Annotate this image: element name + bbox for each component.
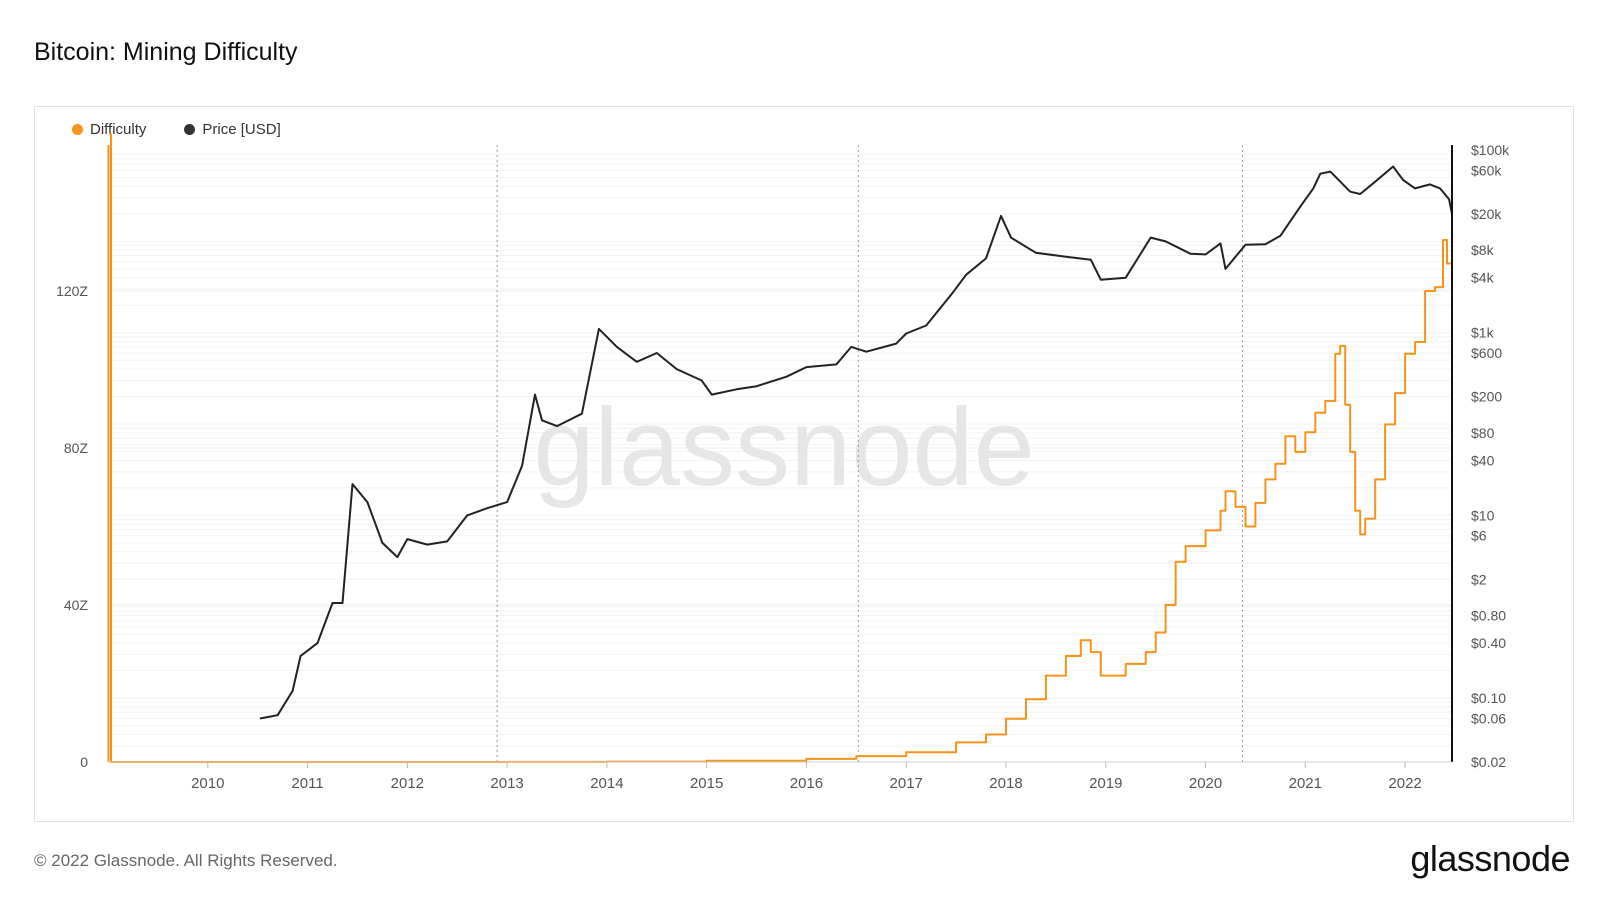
y-right-tick-label: $40 [1471, 452, 1495, 468]
y-right-tick-label: $0.06 [1471, 710, 1506, 726]
chart-legend: Difficulty Price [USD] [72, 121, 281, 138]
x-tick-label: 2020 [1189, 775, 1222, 792]
legend-item-difficulty[interactable]: Difficulty [72, 121, 146, 138]
watermark: glassnode [533, 386, 1035, 509]
page-title: Bitcoin: Mining Difficulty [34, 38, 298, 66]
chart-card [34, 106, 1574, 822]
y-left-tick-label: 120Z [56, 283, 88, 299]
series-lines [109, 133, 1453, 763]
y-left-tick-label: 80Z [64, 440, 89, 456]
y-right-tick-label: $6 [1471, 528, 1487, 544]
x-tick-label: 2011 [291, 775, 323, 792]
x-tick-label: 2014 [590, 775, 623, 792]
y-right-tick-label: $100k [1471, 142, 1510, 158]
y-right-tick-label: $8k [1471, 242, 1495, 258]
legend-difficulty-label: Difficulty [90, 121, 147, 138]
x-tick-label: 2021 [1289, 775, 1322, 792]
y-right-tick-label: $200 [1471, 389, 1502, 405]
chart-axes: 2010 2011 2012 2013 2014 2015 2016 2017 2018 2019… [56, 142, 1510, 792]
y-right-tick-label: $2 [1471, 571, 1487, 587]
y-right-tick-label: $600 [1471, 345, 1502, 361]
y-right-tick-label: $4k [1471, 270, 1495, 286]
y-left-tick-label: 40Z [64, 597, 89, 613]
x-tick-label: 2022 [1388, 775, 1421, 792]
y-right-tick-label: $80 [1471, 425, 1495, 441]
legend-item-price[interactable]: Price [USD] [184, 121, 281, 138]
series-difficulty-line [109, 133, 1453, 763]
x-tick-label: 2010 [191, 775, 224, 792]
y-right-tick-label: $0.02 [1471, 754, 1506, 770]
y-right-tick-label: $10 [1471, 507, 1495, 523]
legend-difficulty-dot-icon [72, 124, 83, 135]
x-tick-label: 2016 [790, 775, 823, 792]
x-tick-label: 2018 [989, 775, 1022, 792]
y-right-tick-label: $20k [1471, 206, 1502, 222]
y-right-tick-label: $60k [1471, 162, 1502, 178]
y-right-tick-label: $0.80 [1471, 608, 1506, 624]
x-tick-label: 2019 [1089, 775, 1122, 792]
series-price-line [259, 165, 1453, 720]
glassnode-logo[interactable]: glassnode [1410, 838, 1570, 879]
y-right-tick-label: $0.10 [1471, 690, 1506, 706]
y-left-tick-label: 0 [80, 754, 88, 770]
y-right-tick-label: $0.40 [1471, 635, 1506, 651]
copyright-text: © 2022 Glassnode. All Rights Reserved. [34, 851, 338, 870]
y-right-tick-label: $1k [1471, 325, 1495, 341]
x-tick-label: 2015 [690, 775, 723, 792]
x-tick-label: 2012 [391, 775, 424, 792]
legend-price-dot-icon [184, 124, 196, 135]
legend-price-label: Price [USD] [202, 121, 281, 138]
x-tick-label: 2017 [890, 775, 923, 792]
x-tick-label: 2013 [490, 775, 523, 792]
